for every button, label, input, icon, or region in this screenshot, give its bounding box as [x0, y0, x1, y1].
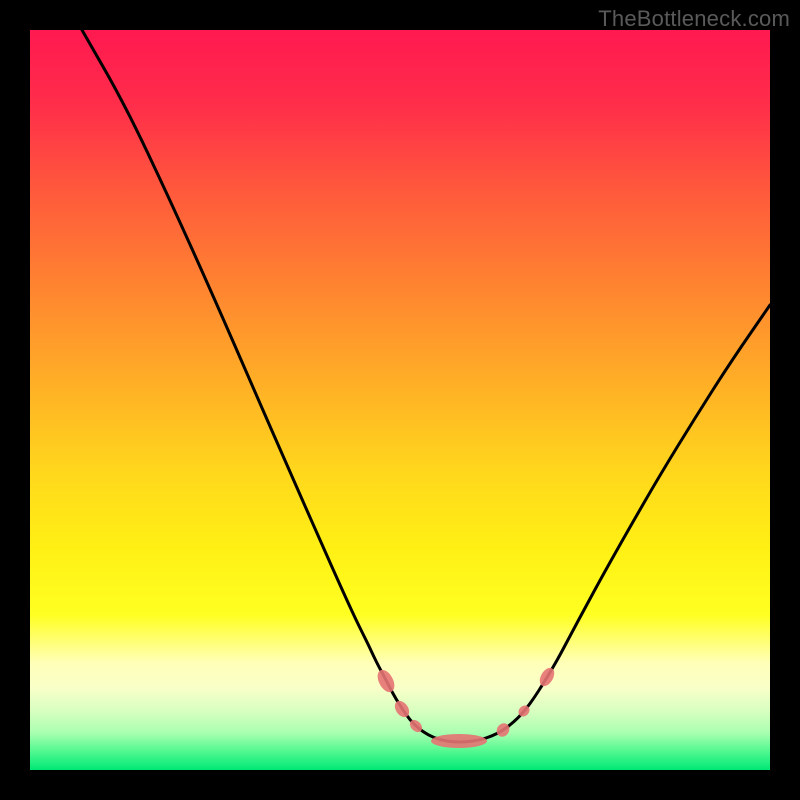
- chart-svg: [30, 30, 770, 770]
- curve-marker: [431, 734, 487, 748]
- watermark-text: TheBottleneck.com: [598, 6, 790, 32]
- chart-container: [30, 30, 770, 770]
